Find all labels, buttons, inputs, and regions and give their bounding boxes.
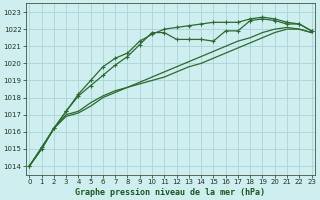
X-axis label: Graphe pression niveau de la mer (hPa): Graphe pression niveau de la mer (hPa) [76, 188, 266, 197]
